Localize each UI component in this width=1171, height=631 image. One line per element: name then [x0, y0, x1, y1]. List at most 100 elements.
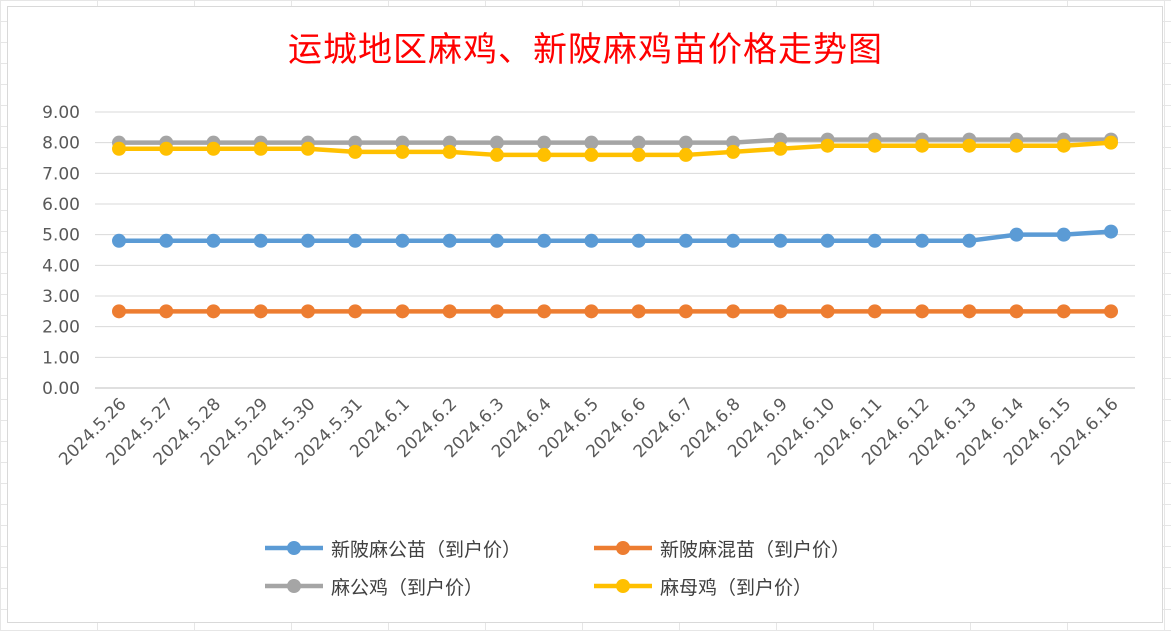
- data-point: [537, 304, 552, 319]
- data-point: [584, 135, 599, 150]
- legend-marker: [594, 579, 652, 593]
- y-tick-label: 8.00: [42, 134, 80, 154]
- legend-label: 麻母鸡（到户价）: [660, 576, 813, 599]
- data-point: [915, 138, 930, 153]
- data-point: [159, 304, 174, 319]
- chart-title: 运城地区麻鸡、新陂麻鸡苗价格走势图: [288, 30, 883, 70]
- data-point: [962, 233, 977, 248]
- data-point: [112, 233, 126, 248]
- data-point: [678, 304, 693, 319]
- series-line: [116, 229, 1114, 244]
- data-point: [395, 304, 410, 319]
- data-point: [1104, 135, 1118, 150]
- legend-item: 麻公鸡（到户价）: [263, 568, 483, 604]
- legend-marker: [594, 541, 652, 555]
- data-point: [206, 233, 221, 248]
- data-point: [112, 304, 126, 319]
- data-point: [300, 304, 315, 319]
- data-point: [206, 304, 221, 319]
- data-point: [1009, 304, 1024, 319]
- y-tick-label: 5.00: [42, 226, 80, 246]
- y-tick-label: 0.00: [42, 379, 80, 399]
- legend-dot: [616, 541, 630, 555]
- data-point: [631, 147, 646, 162]
- data-point: [631, 304, 646, 319]
- data-point: [489, 147, 504, 162]
- legend-label: 麻公鸡（到户价）: [331, 576, 484, 599]
- data-point: [1104, 304, 1118, 319]
- data-point: [442, 304, 457, 319]
- legend-dot: [287, 579, 301, 593]
- data-point: [867, 304, 882, 319]
- data-point: [962, 138, 977, 153]
- data-point: [915, 233, 930, 248]
- data-point: [773, 233, 788, 248]
- data-point: [489, 304, 504, 319]
- data-point: [726, 304, 741, 319]
- data-point: [631, 233, 646, 248]
- legend-dot: [616, 579, 630, 593]
- legend-marker: [265, 579, 323, 593]
- data-point: [159, 141, 174, 156]
- legend-item: 新陂麻混苗（到户价）: [592, 530, 850, 566]
- data-point: [537, 135, 552, 150]
- y-tick-label: 1.00: [42, 348, 80, 368]
- data-point: [348, 144, 363, 159]
- y-tick-label: 3.00: [42, 287, 80, 307]
- data-point: [442, 233, 457, 248]
- data-point: [631, 135, 646, 150]
- data-point: [489, 135, 504, 150]
- data-point: [348, 304, 363, 319]
- data-point: [1056, 138, 1071, 153]
- data-point: [537, 147, 552, 162]
- legend-marker: [265, 541, 323, 555]
- data-point: [820, 233, 835, 248]
- legend-dot: [287, 541, 301, 555]
- data-point: [395, 144, 410, 159]
- data-point: [678, 135, 693, 150]
- legend-item: 麻母鸡（到户价）: [592, 568, 812, 604]
- data-point: [112, 141, 126, 156]
- series-line: [116, 140, 1114, 158]
- data-point: [867, 233, 882, 248]
- series-line: [116, 137, 1114, 145]
- data-point: [1009, 138, 1024, 153]
- data-point: [962, 304, 977, 319]
- data-point: [253, 233, 268, 248]
- y-tick-label: 7.00: [42, 164, 80, 184]
- legend-item: 新陂麻公苗（到户价）: [263, 530, 521, 566]
- data-point: [584, 233, 599, 248]
- data-point: [253, 141, 268, 156]
- data-point: [915, 304, 930, 319]
- y-tick-label: 9.00: [42, 103, 80, 123]
- data-point: [395, 233, 410, 248]
- data-point: [678, 147, 693, 162]
- data-point: [1056, 227, 1071, 242]
- data-point: [1056, 304, 1071, 319]
- data-point: [442, 144, 457, 159]
- data-point: [300, 233, 315, 248]
- data-point: [584, 304, 599, 319]
- data-point: [773, 304, 788, 319]
- data-point: [773, 141, 788, 156]
- legend-label: 新陂麻公苗（到户价）: [331, 538, 522, 561]
- data-point: [1104, 224, 1118, 239]
- data-point: [1009, 227, 1024, 242]
- data-point: [348, 233, 363, 248]
- data-point: [726, 233, 741, 248]
- data-point: [537, 233, 552, 248]
- data-point: [159, 233, 174, 248]
- data-point: [820, 304, 835, 319]
- data-point: [253, 304, 268, 319]
- data-point: [726, 144, 741, 159]
- data-point: [867, 138, 882, 153]
- data-point: [489, 233, 504, 248]
- data-point: [678, 233, 693, 248]
- data-point: [584, 147, 599, 162]
- data-point: [206, 141, 221, 156]
- data-point: [820, 138, 835, 153]
- legend-label: 新陂麻混苗（到户价）: [660, 538, 851, 561]
- y-tick-label: 2.00: [42, 318, 80, 338]
- data-point: [300, 141, 315, 156]
